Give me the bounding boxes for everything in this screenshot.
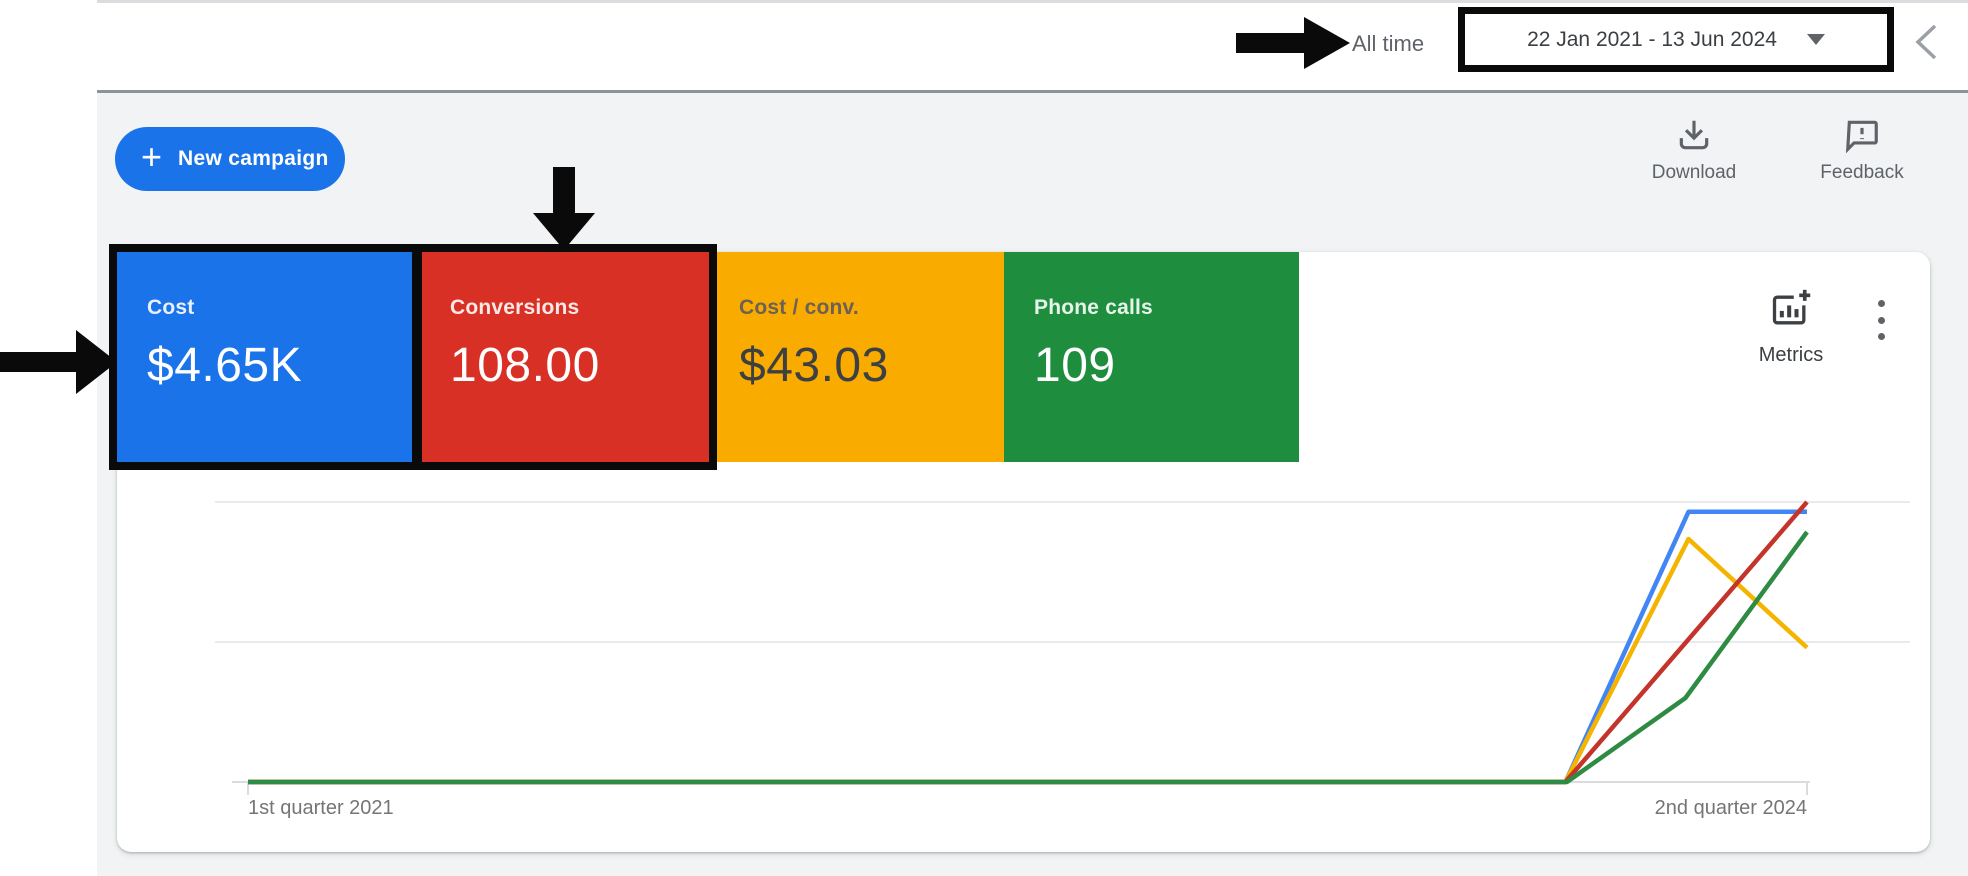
scorecard-label: Cost / conv. [739, 296, 859, 319]
series-line-phone-calls [248, 530, 1809, 785]
chevron-down-icon [1806, 34, 1825, 45]
scorecard-cost[interactable]: Cost $4.65K [117, 252, 414, 462]
x-axis-label-start: 1st quarter 2021 [248, 797, 394, 819]
download-button[interactable]: Download [1634, 116, 1754, 184]
x-axis-label-end: 2nd quarter 2024 [1654, 797, 1807, 819]
scorecard-label: Phone calls [1034, 296, 1153, 319]
annotation-arrow-right-cost [0, 330, 117, 394]
feedback-label: Feedback [1820, 162, 1904, 183]
series-line-cost [248, 509, 1807, 785]
scorecard-value: $43.03 [739, 339, 889, 392]
scorecard-value: $4.65K [147, 339, 303, 392]
plus-icon: + [141, 136, 163, 177]
add-metrics-chart-icon [1772, 289, 1811, 325]
scorecard-value: 109 [1034, 339, 1116, 392]
download-label: Download [1651, 162, 1737, 183]
date-range-preset-label: All time [1352, 31, 1425, 56]
new-campaign-button[interactable]: + New campaign [115, 127, 345, 191]
scorecard-phone-calls[interactable]: Phone calls 109 [1004, 252, 1299, 462]
performance-chart-svg [215, 500, 1910, 795]
dot [1877, 316, 1885, 324]
date-range-value: 22 Jan 2021 - 13 Jun 2024 [1527, 27, 1777, 51]
collapse-chevron-icon[interactable] [1910, 21, 1944, 63]
annotation-box-conversions-card [412, 244, 717, 470]
scorecard-cost-per-conv[interactable]: Cost / conv. $43.03 [709, 252, 1004, 462]
dot [1877, 333, 1885, 340]
overflow-menu-button[interactable] [1864, 298, 1898, 342]
annotation-arrow-down-conversions [533, 167, 595, 250]
topbar-divider [97, 90, 1968, 93]
download-icon [1679, 120, 1709, 150]
dot [1877, 300, 1885, 307]
series-line-cost-conv- [248, 536, 1809, 785]
annotation-box-cost-card [109, 244, 422, 470]
date-range-selector[interactable]: 22 Jan 2021 - 13 Jun 2024 [1458, 7, 1894, 72]
scorecard-conversions[interactable]: Conversions 108.00 [420, 252, 709, 462]
top-strip [97, 0, 1968, 3]
feedback-button[interactable]: Feedback [1802, 116, 1922, 184]
scorecard-label: Conversions [450, 296, 580, 319]
scorecard-label: Cost [147, 296, 195, 319]
scorecard-value: 108.00 [450, 339, 600, 392]
metrics-button[interactable]: Metrics [1752, 288, 1830, 367]
annotation-arrow-right-top [1236, 17, 1350, 69]
new-campaign-label: New campaign [178, 147, 329, 170]
feedback-icon [1845, 120, 1878, 154]
metrics-label: Metrics [1758, 344, 1824, 366]
